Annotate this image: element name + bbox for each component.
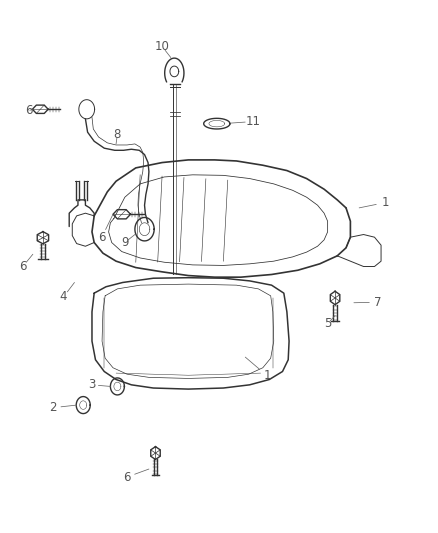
Text: 9: 9 (121, 236, 129, 249)
Text: 4: 4 (60, 290, 67, 303)
Text: 11: 11 (246, 115, 261, 128)
Text: 1: 1 (263, 369, 271, 382)
Text: 6: 6 (19, 260, 27, 273)
Text: 5: 5 (324, 317, 331, 330)
Text: 3: 3 (88, 378, 95, 391)
Text: 7: 7 (374, 296, 381, 309)
Text: 1: 1 (381, 196, 389, 209)
Text: 6: 6 (25, 104, 32, 117)
Text: 2: 2 (49, 401, 57, 414)
Text: 8: 8 (114, 128, 121, 141)
Text: 10: 10 (155, 40, 170, 53)
Text: 6: 6 (123, 471, 131, 483)
Text: 6: 6 (98, 231, 106, 244)
